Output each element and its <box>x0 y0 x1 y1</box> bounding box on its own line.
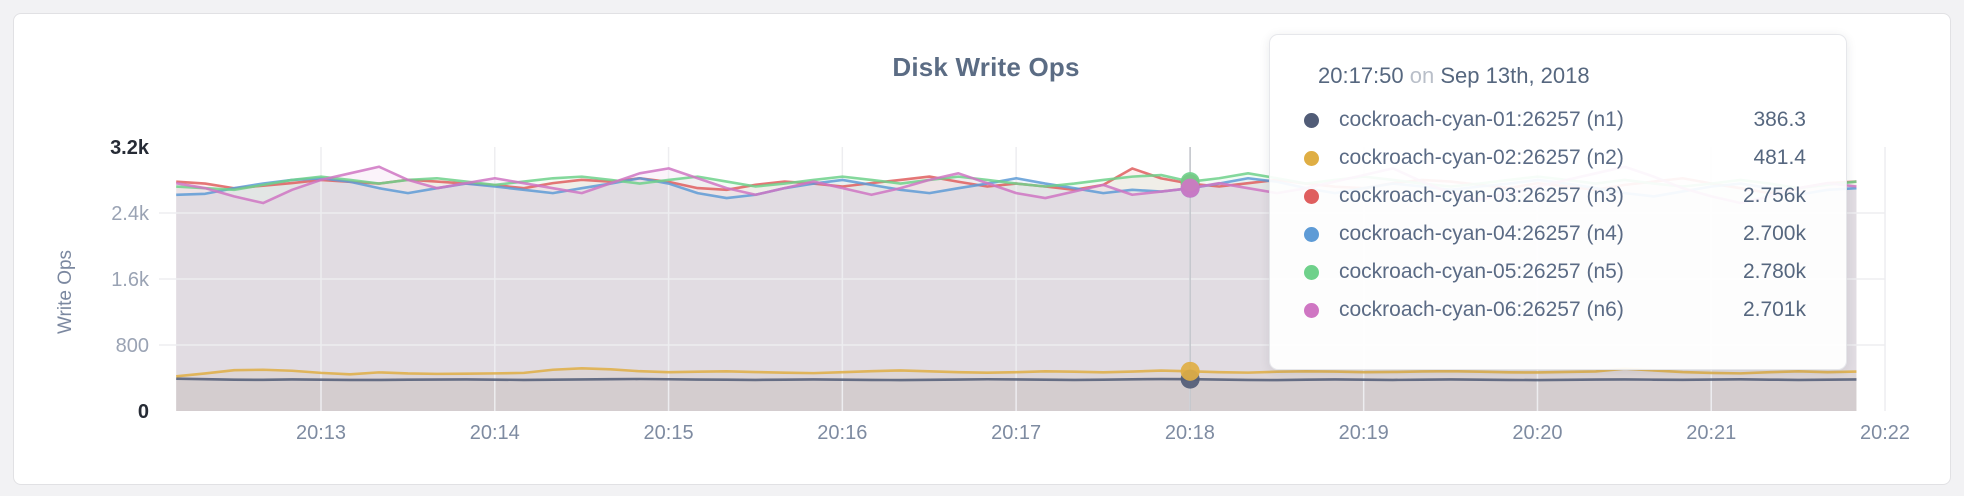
y-tick-label: 3.2k <box>110 137 150 159</box>
series-line-n2 <box>176 366 1857 378</box>
series-color-dot-icon <box>1304 188 1319 204</box>
series-hover-value: 2.780k <box>1742 260 1806 283</box>
tooltip-series-list: cockroach-cyan-01:26257 (n1) 386.3 cockroa… <box>1304 101 1806 329</box>
tooltip-on-word: on <box>1409 63 1435 88</box>
series-name: cockroach-cyan-06:26257 (n6) <box>1339 298 1624 321</box>
series-color-dot-icon <box>1304 226 1319 242</box>
series-color-dot-icon <box>1304 112 1319 128</box>
series-line-n1 <box>176 377 1857 382</box>
y-tick-label: 1.6k <box>111 269 150 291</box>
series-hover-value: 386.3 <box>1753 108 1806 131</box>
x-tick-label: 20:17 <box>991 422 1041 444</box>
y-tick-label: 800 <box>116 335 149 357</box>
x-tick-label: 20:19 <box>1339 422 1389 444</box>
x-tick-label: 20:18 <box>1165 422 1215 444</box>
series-hover-value: 481.4 <box>1753 146 1806 169</box>
tooltip-series-row: cockroach-cyan-06:26257 (n6) 2.701k <box>1304 291 1806 329</box>
tooltip-series-row: cockroach-cyan-04:26257 (n4) 2.700k <box>1304 215 1806 253</box>
hover-point-n2 <box>1180 361 1200 381</box>
y-tick-label: 2.4k <box>111 203 150 225</box>
x-tick-label: 20:14 <box>470 422 520 444</box>
series-name: cockroach-cyan-01:26257 (n1) <box>1339 108 1624 131</box>
x-tick-label: 20:22 <box>1860 422 1910 444</box>
x-tick-label: 20:21 <box>1686 422 1736 444</box>
tooltip-series-row: cockroach-cyan-03:26257 (n3) 2.756k <box>1304 177 1806 215</box>
x-tick-label: 20:16 <box>817 422 867 444</box>
series-hover-value: 2.756k <box>1742 184 1806 207</box>
chart-title: Disk Write Ops <box>892 52 1080 82</box>
hover-tooltip: 20:17:50 on Sep 13th, 2018 cockroach-cya… <box>1269 34 1847 370</box>
series-name: cockroach-cyan-05:26257 (n5) <box>1339 260 1624 283</box>
x-tick-label: 20:20 <box>1512 422 1562 444</box>
hover-point-n6 <box>1180 178 1200 198</box>
chart-card: 0 800 1.6k 2.4k 3.2k 20:13 20:14 20:15 20:16 20:1… <box>13 13 1951 485</box>
x-tick-label: 20:13 <box>296 422 346 444</box>
tooltip-date: Sep 13th, 2018 <box>1440 63 1590 88</box>
tooltip-series-row: cockroach-cyan-02:26257 (n2) 481.4 <box>1304 139 1806 177</box>
x-tick-label: 20:15 <box>644 422 694 444</box>
tooltip-time: 20:17:50 <box>1318 63 1404 88</box>
tooltip-series-row: cockroach-cyan-05:26257 (n5) 2.780k <box>1304 253 1806 291</box>
y-tick-label: 0 <box>138 401 149 423</box>
series-hover-value: 2.700k <box>1742 222 1806 245</box>
series-name: cockroach-cyan-03:26257 (n3) <box>1339 184 1624 207</box>
series-name: cockroach-cyan-04:26257 (n4) <box>1339 222 1624 245</box>
series-color-dot-icon <box>1304 302 1319 318</box>
series-color-dot-icon <box>1304 150 1319 166</box>
series-color-dot-icon <box>1304 264 1319 280</box>
tooltip-header: 20:17:50 on Sep 13th, 2018 <box>1318 63 1806 89</box>
series-hover-value: 2.701k <box>1742 298 1806 321</box>
tooltip-series-row: cockroach-cyan-01:26257 (n1) 386.3 <box>1304 101 1806 139</box>
series-name: cockroach-cyan-02:26257 (n2) <box>1339 146 1624 169</box>
